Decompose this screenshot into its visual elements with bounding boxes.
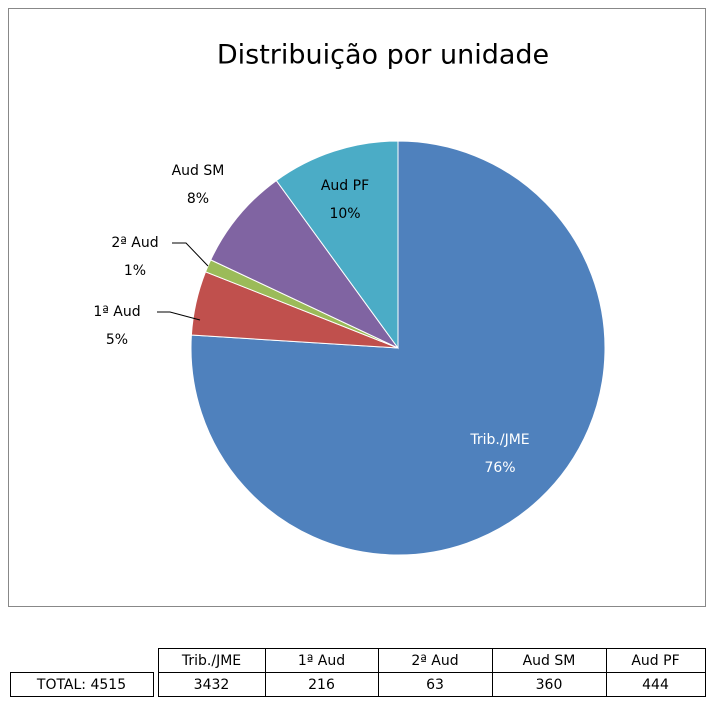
table-cell (265, 672, 379, 697)
slice-value-label: 76% (484, 460, 515, 476)
slice-value-label: 5% (106, 332, 128, 348)
pie-slice (190, 140, 606, 556)
table-cell-text: 63 (426, 677, 444, 693)
chart-title: Distribuição por unidade (217, 40, 549, 71)
table-header-text: 1ª Aud (298, 653, 345, 669)
table-header-text: Aud SM (523, 653, 576, 669)
slice-label: Aud SM (172, 163, 225, 179)
slice-label: 2ª Aud (111, 235, 158, 251)
table-header-text: Aud PF (631, 653, 679, 669)
table-cell-text: TOTAL: 4515 (36, 677, 126, 693)
pie-slice (210, 179, 399, 349)
slice-label: Trib./JME (469, 432, 529, 448)
slice-value-label: 1% (124, 263, 146, 279)
leader-line (172, 242, 209, 267)
table-cell (606, 672, 706, 697)
table-cell-text: 216 (308, 677, 335, 693)
table-header-text: 2ª Aud (411, 653, 458, 669)
pie-slice (275, 140, 399, 350)
table-cell-text: 3432 (194, 677, 230, 693)
table-cell (10, 672, 154, 697)
slice-value-label: 8% (187, 191, 209, 207)
table-cell (158, 672, 266, 697)
slice-label: 1ª Aud (93, 304, 140, 320)
table-header-cell (158, 648, 266, 673)
slice-label: Aud PF (321, 178, 369, 194)
table-cell-text: 444 (642, 677, 669, 693)
table-cell (492, 672, 607, 697)
table-header-text: Trib./JME (181, 653, 241, 669)
leader-line (157, 311, 201, 321)
slice-value-label: 10% (329, 206, 360, 222)
table-header-cell (378, 648, 493, 673)
table-cell-text: 360 (536, 677, 563, 693)
table-cell (378, 672, 493, 697)
